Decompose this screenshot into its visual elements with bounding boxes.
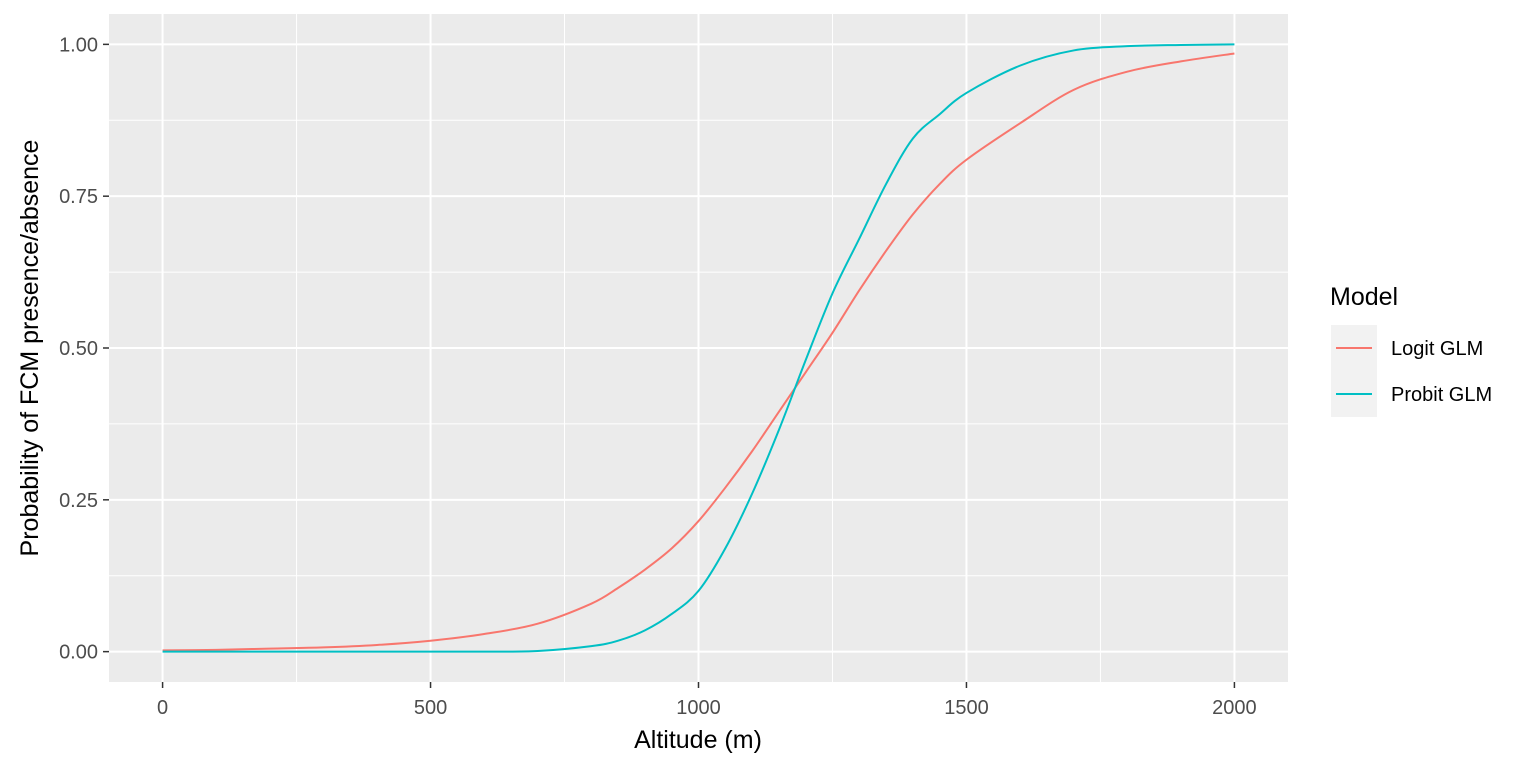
y-tick-label: 1.00 bbox=[59, 34, 98, 56]
series-line-logit-glm bbox=[162, 52, 1235, 652]
legend-items: Logit GLM Probit GLM bbox=[1331, 325, 1492, 417]
x-tick-label: 0 bbox=[157, 697, 168, 719]
x-tick-label: 1000 bbox=[676, 697, 721, 719]
series-lines bbox=[162, 43, 1235, 653]
y-tick-label: 0.25 bbox=[59, 490, 98, 512]
x-tick-label: 2000 bbox=[1212, 697, 1257, 719]
series-line-probit-glm bbox=[162, 43, 1235, 653]
y-axis: 0.00 0.25 0.50 0.75 1.00 bbox=[59, 34, 109, 664]
x-tick-label: 1500 bbox=[944, 697, 989, 719]
x-axis: 0 500 1000 1500 2000 bbox=[157, 682, 1257, 719]
y-tick-label: 0.00 bbox=[59, 642, 98, 664]
y-tick-label: 0.50 bbox=[59, 338, 98, 360]
legend: Model Logit GLM Probit GLM bbox=[1330, 283, 1492, 417]
y-tick-label: 0.75 bbox=[59, 186, 98, 208]
legend-title: Model bbox=[1330, 283, 1398, 311]
legend-label: Logit GLM bbox=[1391, 338, 1483, 360]
x-axis-label: Altitude (m) bbox=[634, 726, 762, 754]
major-gridlines bbox=[109, 14, 1288, 682]
x-tick-label: 500 bbox=[414, 697, 447, 719]
legend-label: Probit GLM bbox=[1391, 384, 1492, 406]
y-axis-label: Probability of FCM presence/absence bbox=[16, 140, 44, 557]
